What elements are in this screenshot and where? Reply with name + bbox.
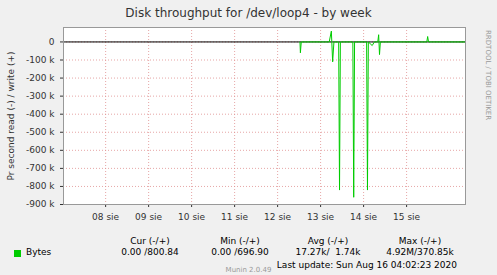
html-text:Max (-/+): Max (-/+)	[398, 236, 442, 246]
svg-text:13 sie: 13 sie	[307, 212, 335, 222]
svg-text:0: 0	[49, 37, 55, 47]
html-text:0.00 /696.90: 0.00 /696.90	[211, 247, 269, 257]
svg-text:-600 k: -600 k	[26, 145, 55, 155]
svg-text:Pr second read (-) / write (+): Pr second read (-) / write (+)	[6, 52, 16, 181]
svg-text:10 sie: 10 sie	[178, 212, 206, 222]
svg-text:09 sie: 09 sie	[135, 212, 163, 222]
svg-text:-800 k: -800 k	[26, 181, 55, 191]
html-text:RRDTOOL / TOBI OETIKER: RRDTOOL / TOBI OETIKER	[484, 30, 492, 121]
svg-text:08 sie: 08 sie	[92, 212, 120, 222]
svg-text:15 sie: 15 sie	[393, 212, 421, 222]
svg-text:11 sie: 11 sie	[221, 212, 249, 222]
html-text:Cur (-/+): Cur (-/+)	[130, 236, 170, 246]
html-text:Min (-/+): Min (-/+)	[220, 236, 260, 246]
html-text:Bytes: Bytes	[26, 247, 52, 257]
html-text:0.00 /800.84: 0.00 /800.84	[121, 247, 179, 257]
html-text:Last update: Sun Aug 16 04:02:: Last update: Sun Aug 16 04:02:23 2020	[276, 260, 457, 270]
svg-text:-300 k: -300 k	[26, 91, 55, 101]
svg-text:-400 k: -400 k	[26, 109, 55, 119]
html-text:4.92M/370.85k: 4.92M/370.85k	[386, 247, 454, 257]
html-text:Avg (-/+): Avg (-/+)	[307, 236, 349, 246]
svg-text:-900 k: -900 k	[26, 199, 55, 209]
svg-text:14 sie: 14 sie	[350, 212, 378, 222]
svg-text:-200 k: -200 k	[26, 73, 55, 83]
svg-text:-100 k: -100 k	[26, 55, 55, 65]
svg-text:-700 k: -700 k	[26, 163, 55, 173]
html-text:17.27k/ 1.74k: 17.27k/ 1.74k	[295, 247, 361, 257]
svg-text:-500 k: -500 k	[26, 127, 55, 137]
svg-text:12 sie: 12 sie	[264, 212, 292, 222]
html-text:Disk throughput for /dev/loop4: Disk throughput for /dev/loop4 - by week	[125, 6, 372, 20]
html-text:Munin 2.0.49: Munin 2.0.49	[225, 266, 272, 274]
